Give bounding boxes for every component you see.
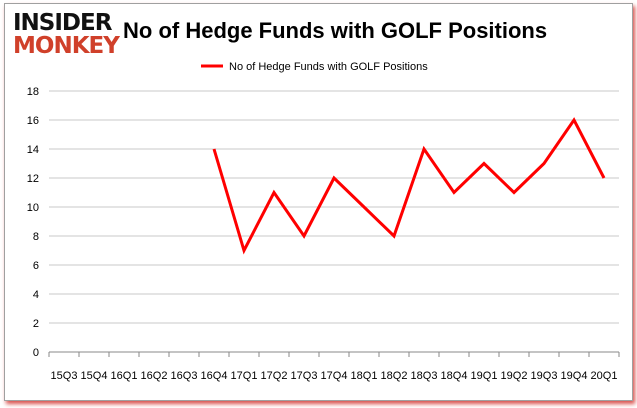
insider-monkey-logo: INSIDER MONKEY	[13, 10, 120, 59]
x-tick-label: 18Q2	[381, 370, 408, 382]
logo-line2: MONKEY	[13, 33, 120, 59]
x-tick-label: 18Q4	[441, 370, 468, 382]
y-tick-label: 18	[27, 86, 39, 98]
x-tick-label: 17Q3	[291, 370, 318, 382]
x-tick-label: 16Q3	[171, 370, 198, 382]
y-tick-label: 10	[27, 202, 39, 214]
x-tick-label: 17Q1	[231, 370, 258, 382]
x-tick-label: 16Q4	[201, 370, 228, 382]
chart-title: No of Hedge Funds with GOLF Positions	[123, 18, 548, 43]
x-tick-label: 17Q2	[261, 370, 288, 382]
x-tick-label: 18Q1	[351, 370, 378, 382]
y-tick-label: 2	[33, 318, 39, 330]
logo-line1: INSIDER	[13, 10, 112, 36]
x-tick-label: 19Q1	[471, 370, 498, 382]
series-line	[212, 117, 606, 255]
x-tick-label: 19Q4	[561, 370, 588, 382]
y-tick-label: 14	[27, 144, 39, 156]
legend-label: No of Hedge Funds with GOLF Positions	[229, 61, 428, 73]
y-tick-label: 6	[33, 260, 39, 272]
y-tick-label: 12	[27, 173, 39, 185]
y-tick-label: 8	[33, 231, 39, 243]
x-tick-label: 17Q4	[321, 370, 348, 382]
y-tick-label: 0	[33, 347, 39, 359]
x-tick-label: 18Q3	[411, 370, 438, 382]
x-tick-label: 15Q3	[51, 370, 78, 382]
x-tick-label: 16Q2	[141, 370, 168, 382]
x-tick-label: 15Q4	[81, 370, 108, 382]
y-tick-label: 4	[33, 289, 39, 301]
y-tick-label: 16	[27, 115, 39, 127]
x-tick-label: 19Q2	[501, 370, 528, 382]
chart-frame: INSIDER MONKEY No of Hedge Funds with GO…	[4, 3, 633, 401]
x-tick-label: 19Q3	[531, 370, 558, 382]
x-tick-label: 16Q1	[111, 370, 138, 382]
x-tick-label: 20Q1	[591, 370, 618, 382]
